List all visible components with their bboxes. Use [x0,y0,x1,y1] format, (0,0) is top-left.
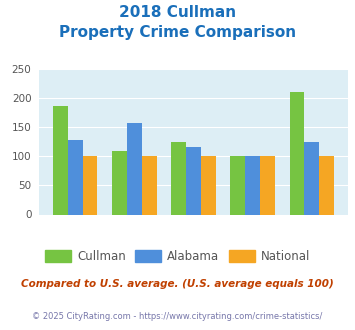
Legend: Cullman, Alabama, National: Cullman, Alabama, National [40,245,315,268]
Text: © 2025 CityRating.com - https://www.cityrating.com/crime-statistics/: © 2025 CityRating.com - https://www.city… [32,312,323,321]
Text: Compared to U.S. average. (U.S. average equals 100): Compared to U.S. average. (U.S. average … [21,279,334,289]
Bar [127,123,142,214]
Bar [290,92,304,214]
Bar [201,156,215,214]
Bar [304,142,319,214]
Bar [186,147,201,214]
Bar [68,140,83,214]
Bar [112,150,127,214]
Bar [53,107,68,214]
Bar [319,156,334,214]
Text: Property Crime Comparison: Property Crime Comparison [59,25,296,40]
Bar [83,156,97,214]
Bar [171,142,186,214]
Text: 2018 Cullman: 2018 Cullman [119,5,236,20]
Bar [230,156,245,214]
Bar [142,156,157,214]
Bar [245,156,260,214]
Bar [260,156,275,214]
